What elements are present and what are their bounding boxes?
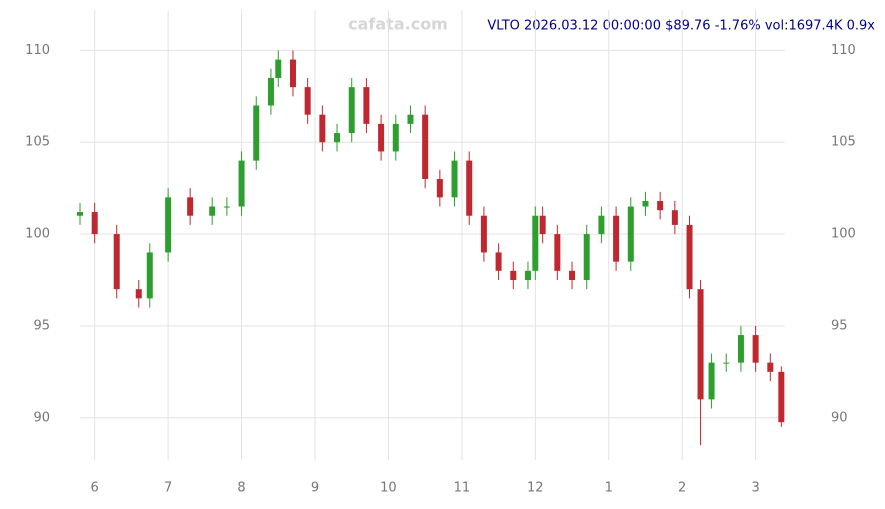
candle-body — [708, 362, 715, 400]
candle-body — [686, 224, 693, 290]
candle-body — [767, 362, 774, 372]
candle-body — [495, 252, 502, 271]
candle-body — [583, 234, 590, 280]
candle-body — [289, 59, 296, 88]
candle-body — [275, 59, 282, 78]
candle-body — [304, 87, 311, 115]
candle-body — [378, 123, 385, 152]
candle-body — [146, 252, 153, 299]
x-tick-label: 8 — [237, 481, 245, 496]
x-tick-label: 6 — [91, 481, 99, 496]
y-tick-label-right: 95 — [831, 318, 848, 333]
y-tick-label: 95 — [33, 318, 50, 333]
y-tick-label-right: 110 — [831, 43, 856, 58]
candle-body — [642, 201, 649, 207]
candle-body — [319, 114, 326, 143]
candle-body — [392, 123, 399, 152]
x-tick-label: 11 — [454, 481, 471, 496]
y-tick-label: 100 — [25, 227, 50, 242]
y-tick-label-right: 100 — [831, 227, 856, 242]
y-tick-label: 90 — [33, 410, 50, 425]
candle-body — [267, 77, 274, 106]
candle-body — [223, 206, 230, 208]
candle-body — [348, 87, 355, 134]
candle-body — [539, 215, 546, 235]
x-tick-label: 10 — [380, 481, 397, 496]
x-tick-label: 12 — [527, 481, 544, 496]
candle-body — [657, 201, 664, 211]
candle-body — [598, 215, 605, 235]
candle-body — [737, 335, 744, 363]
candle-body — [480, 215, 487, 253]
candle-body — [466, 160, 473, 216]
candle-body — [113, 234, 120, 290]
candle-body — [187, 197, 194, 216]
candle-body — [238, 160, 245, 207]
candle-body — [334, 133, 341, 143]
y-tick-label-right: 90 — [831, 410, 848, 425]
x-tick-label: 3 — [751, 481, 759, 496]
chart-title: VLTO 2026.03.12 00:00:00 $89.76 -1.76% v… — [487, 19, 875, 34]
candle-body — [510, 270, 517, 280]
candle-body — [554, 234, 561, 271]
candle-body — [532, 215, 539, 271]
y-tick-label: 105 — [25, 135, 50, 150]
candle-body — [697, 289, 704, 400]
x-tick-label: 1 — [605, 481, 613, 496]
candle-body — [363, 87, 370, 124]
candle-body — [524, 270, 531, 280]
y-tick-label: 110 — [25, 43, 50, 58]
x-tick-label: 2 — [678, 481, 686, 496]
candle-body — [778, 371, 785, 423]
candle-body — [77, 212, 83, 216]
candle-body — [407, 114, 414, 124]
candle-body — [723, 362, 730, 364]
candle-body — [209, 206, 216, 216]
candle-body — [613, 215, 620, 262]
candle-body — [422, 114, 429, 179]
x-tick-label: 9 — [311, 481, 319, 496]
candle-body — [451, 160, 458, 198]
candle-body — [569, 270, 576, 280]
candle-body — [627, 206, 634, 262]
candle-body — [135, 289, 142, 299]
y-tick-label-right: 105 — [831, 135, 856, 150]
candle-body — [253, 105, 260, 161]
x-tick-label: 7 — [164, 481, 172, 496]
candle-body — [752, 335, 759, 363]
candle-body — [165, 197, 172, 253]
candle-body — [436, 178, 443, 198]
candle-body — [671, 210, 678, 225]
candle-body — [91, 212, 98, 235]
watermark: cafata.com — [348, 15, 448, 34]
